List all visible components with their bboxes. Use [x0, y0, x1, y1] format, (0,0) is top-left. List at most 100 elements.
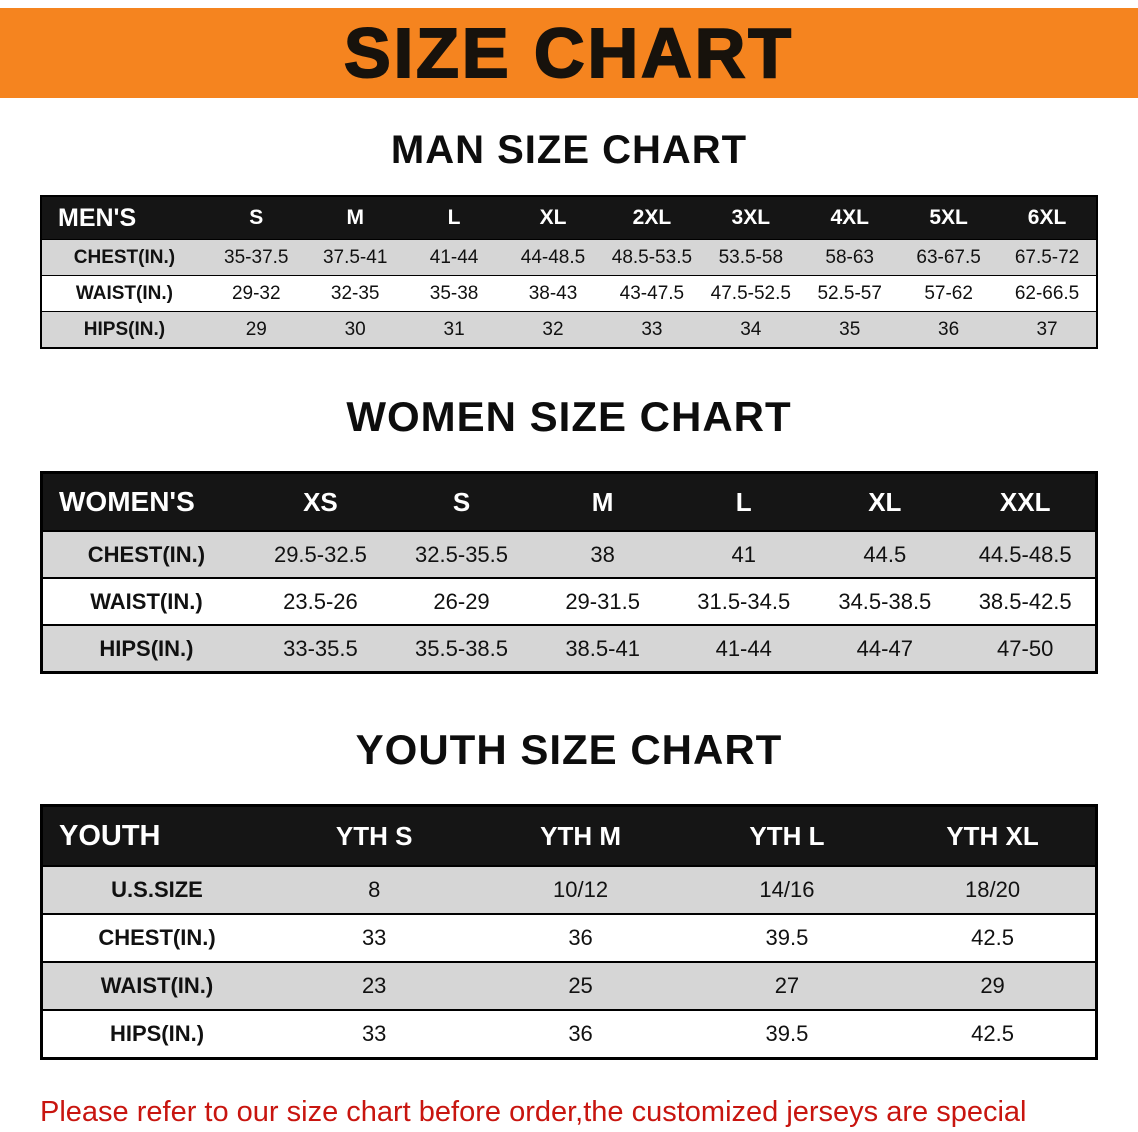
value-cell: 35-37.5 — [224, 246, 289, 268]
value-cell: 26-29 — [433, 588, 490, 614]
value-cell: 30 — [344, 318, 366, 340]
table-row: HIPS(IN.) 29 30 31 32 33 34 35 36 37 — [41, 311, 1097, 348]
value-cell: 29 — [980, 973, 1005, 998]
value-cell: 41-44 — [429, 246, 479, 268]
women-section-heading: WOMEN SIZE CHART — [346, 393, 792, 440]
value-cell: 32 — [542, 318, 564, 340]
youth-size-table: YOUTH YTH S YTH M YTH L YTH XL U.S.SIZE 8 10/12… — [40, 804, 1098, 1060]
value-cell: 44.5-48.5 — [978, 541, 1072, 567]
table-title-cell: MEN'S — [58, 203, 137, 232]
size-header-cell: XXL — [999, 486, 1051, 517]
men-size-table: MEN'S S M L XL 2XL 3XL 4XL 5XL 6XL CHEST(IN.) 35-37… — [40, 195, 1098, 349]
value-cell: 31.5-34.5 — [697, 588, 791, 614]
value-cell: 14/16 — [759, 877, 815, 902]
table-title-cell: WOMEN'S — [59, 486, 195, 517]
value-cell: 44-47 — [856, 635, 913, 661]
value-cell: 32-35 — [330, 282, 380, 304]
value-cell: 44-48.5 — [520, 246, 586, 268]
table-row: WAIST(IN.) 23.5-26 26-29 29-31.5 31.5-34.5 34… — [41, 578, 1097, 625]
value-cell: 63-67.5 — [916, 246, 981, 268]
page-title: SIZE CHART — [343, 13, 794, 93]
men-section-heading: MAN SIZE CHART — [390, 128, 748, 172]
value-cell: 62-66.5 — [1014, 282, 1080, 304]
banner: SIZE CHART — [0, 8, 1138, 98]
value-cell: 36 — [568, 925, 593, 950]
row-label-cell: HIPS(IN.) — [109, 1021, 205, 1046]
value-cell: 42.5 — [971, 925, 1014, 950]
size-header-cell: 4XL — [830, 206, 869, 229]
table-header-row: WOMEN'S XS S M L XL XXL — [41, 472, 1097, 531]
size-header-cell: YTH M — [540, 820, 621, 851]
value-cell: 29-32 — [231, 282, 281, 304]
youth-section-heading: YOUTH SIZE CHART — [355, 726, 783, 773]
size-header-cell: L — [447, 206, 461, 229]
row-label-cell: WAIST(IN.) — [100, 973, 214, 998]
value-cell: 47.5-52.5 — [710, 282, 791, 304]
value-cell: 38.5-41 — [565, 635, 640, 661]
row-label-cell: CHEST(IN.) — [73, 246, 176, 268]
table-row: CHEST(IN.) 29.5-32.5 32.5-35.5 38 41 44.5 44.5… — [41, 531, 1097, 578]
value-cell: 32.5-35.5 — [415, 541, 509, 567]
section-women: WOMEN SIZE CHART WOMEN'S XS S M L XL XXL CHEST(… — [0, 393, 1138, 674]
size-header-cell: S — [452, 486, 471, 517]
value-cell: 53.5-58 — [718, 246, 784, 268]
size-header-cell: XS — [303, 486, 338, 517]
section-men: MAN SIZE CHART MEN'S S M L XL 2XL 3XL 4XL 5XL 6XL… — [0, 128, 1138, 349]
row-label-cell: WAIST(IN.) — [75, 282, 173, 304]
size-header-cell: M — [346, 206, 364, 229]
value-cell: 23 — [361, 973, 387, 998]
women-size-table: WOMEN'S XS S M L XL XXL CHEST(IN.) 29.5-32.5 32.5… — [40, 471, 1098, 674]
value-cell: 38-43 — [528, 282, 578, 304]
row-label-cell: U.S.SIZE — [111, 877, 203, 902]
value-cell: 29-31.5 — [565, 588, 640, 614]
table-title-cell: YOUTH — [59, 819, 161, 852]
value-cell: 41-44 — [715, 635, 772, 661]
value-cell: 57-62 — [924, 282, 973, 304]
table-row: CHEST(IN.) 33 36 39.5 42.5 — [41, 914, 1097, 962]
value-cell: 38 — [590, 541, 615, 567]
value-cell: 18/20 — [965, 877, 1021, 902]
value-cell: 31 — [443, 318, 465, 340]
value-cell: 37.5-41 — [322, 246, 388, 268]
value-cell: 33 — [361, 1021, 387, 1046]
section-youth: YOUTH SIZE CHART YOUTH YTH S YTH M YTH L YTH… — [0, 726, 1138, 1060]
size-header-cell: 5XL — [929, 206, 968, 229]
value-cell: 29.5-32.5 — [273, 541, 367, 567]
value-cell: 43-47.5 — [619, 282, 685, 304]
value-cell: 25 — [568, 973, 593, 998]
value-cell: 41 — [731, 541, 756, 567]
size-header-cell: XL — [539, 206, 567, 229]
value-cell: 58-63 — [825, 246, 875, 268]
row-label-cell: HIPS(IN.) — [99, 635, 194, 661]
table-row: WAIST(IN.) 23 25 27 29 — [41, 962, 1097, 1010]
size-header-cell: YTH L — [749, 820, 825, 851]
value-cell: 36 — [938, 318, 960, 340]
value-cell: 39.5 — [765, 925, 809, 950]
value-cell: 34 — [740, 318, 762, 340]
row-label-cell: CHEST(IN.) — [98, 925, 216, 950]
value-cell: 23.5-26 — [283, 588, 358, 614]
size-header-cell: XL — [868, 486, 902, 517]
value-cell: 44.5 — [863, 541, 907, 567]
table-header-row: YOUTH YTH S YTH M YTH L YTH XL — [41, 805, 1097, 866]
value-cell: 8 — [368, 877, 381, 902]
value-cell: 42.5 — [971, 1021, 1014, 1046]
value-cell: 39.5 — [765, 1021, 809, 1046]
size-header-cell: YTH XL — [946, 820, 1039, 851]
table-header-row: MEN'S S M L XL 2XL 3XL 4XL 5XL 6XL — [41, 196, 1097, 240]
value-cell: 10/12 — [553, 877, 609, 902]
table-row: HIPS(IN.) 33 36 39.5 42.5 — [41, 1010, 1097, 1059]
value-cell: 33-35.5 — [283, 635, 358, 661]
footer-note-line1: Please refer to our size chart before or… — [40, 1096, 1027, 1128]
table-row: WAIST(IN.) 29-32 32-35 35-38 38-43 43-47.5 47.… — [41, 275, 1097, 312]
size-header-cell: 6XL — [1027, 206, 1067, 229]
value-cell: 33 — [361, 925, 387, 950]
size-header-cell: YTH S — [335, 820, 413, 851]
value-cell: 35 — [839, 318, 861, 340]
value-cell: 27 — [774, 973, 800, 998]
value-cell: 36 — [568, 1021, 593, 1046]
value-cell: 35.5-38.5 — [415, 635, 509, 661]
row-label-cell: WAIST(IN.) — [90, 588, 203, 614]
value-cell: 29 — [245, 318, 267, 340]
